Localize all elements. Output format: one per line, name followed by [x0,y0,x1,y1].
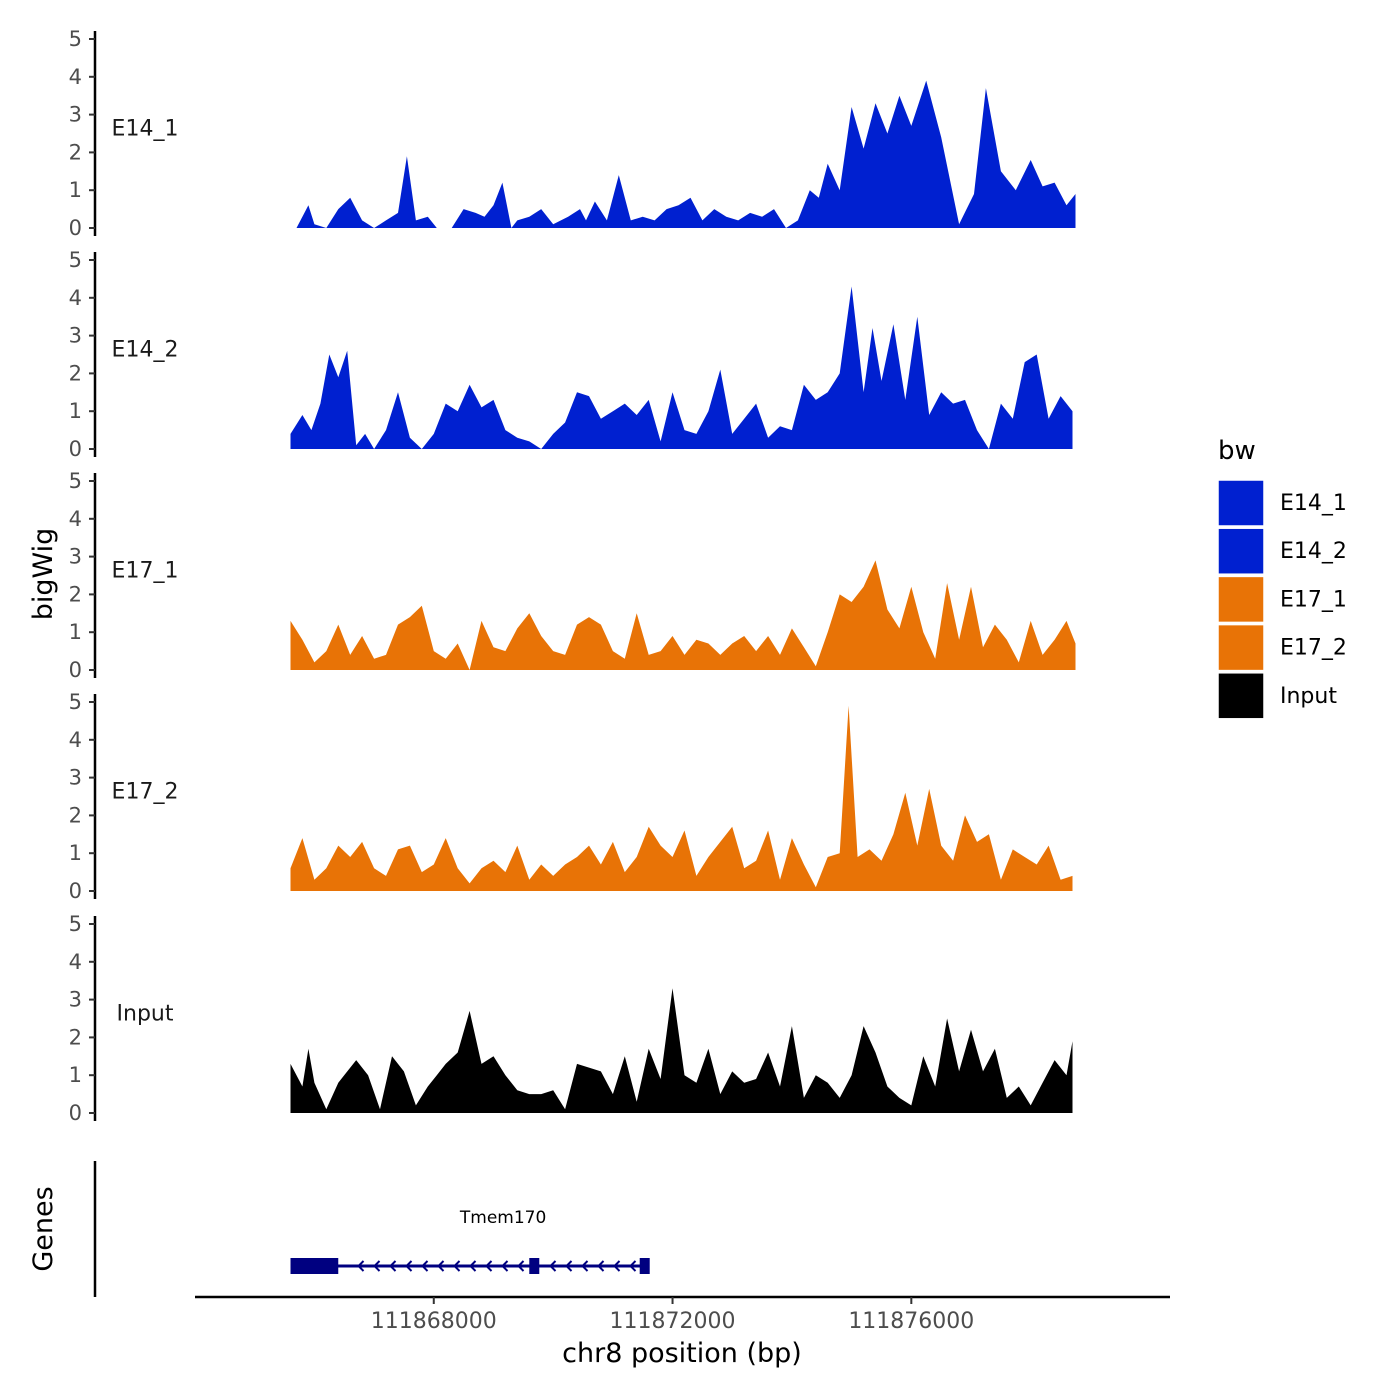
x-tick-label: 111872000 [610,1309,736,1334]
legend-entry-label: Input [1280,684,1337,709]
strand-arrow [469,1260,477,1272]
strand-arrow [597,1260,605,1272]
strand-arrow [485,1260,493,1272]
legend-swatch [1217,479,1265,527]
gene-exon [290,1258,339,1274]
y-tick-label: 0 [69,437,82,461]
y-tick-label: 5 [69,690,82,714]
y-tick-label: 0 [69,216,82,240]
coverage-area [290,560,1076,670]
coverage-area [290,286,1073,449]
gene-exon [529,1258,540,1274]
track-e17-2: 0 1 2 3 4 5 E17_2 [69,690,1073,903]
legend-entry-label: E14_1 [1280,491,1347,516]
y-tick-label: 3 [69,988,82,1012]
y-tick-label: 3 [69,545,82,569]
strand-arrow [613,1260,621,1272]
y-tick-label: 4 [69,286,82,310]
y-tick-label: 1 [69,841,82,865]
strand-arrow [437,1260,445,1272]
y-axis-title: bigWig [28,528,59,621]
y-tick-label: 4 [69,950,82,974]
gene-name-label: Tmem170 [459,1208,546,1228]
legend-swatch [1217,623,1265,672]
y-tick-label: 4 [69,507,82,531]
y-tick-label: 1 [69,620,82,644]
strand-arrow [453,1260,461,1272]
strand-arrow [421,1260,429,1272]
strand-arrow [357,1260,365,1272]
y-tick-label: 5 [69,27,82,51]
y-tick-label: 0 [69,879,82,903]
coverage-area [296,80,1076,228]
y-tick-label: 3 [69,766,82,790]
gene-tmem170: Tmem170 [290,1208,650,1274]
legend-entry-label: E14_2 [1280,539,1347,564]
y-tick-label: 3 [69,103,82,127]
y-tick-label: 3 [69,324,82,348]
y-tick-label: 0 [69,1101,82,1125]
x-tick-label: 111868000 [371,1309,497,1334]
y-tick-label: 2 [69,582,82,606]
strand-arrow [517,1260,525,1272]
genes-panel-title: Genes [28,1186,59,1271]
track-e14-2: 0 1 2 3 4 5 E14_2 [69,248,1073,461]
gene-exon [639,1258,650,1274]
track-label: E14_1 [112,116,179,141]
track-label: E17_1 [112,558,179,583]
strand-arrow [549,1260,557,1272]
strand-arrow [373,1260,381,1272]
y-tick-label: 2 [69,803,82,827]
coverage-tracks: 0 1 2 3 4 5 E14_1 0 1 2 3 4 5 E14_2 0 1 2 3 4 5 E17_1 0 1 2 3 4 5 E… [69,27,1076,1125]
track-label: E14_2 [112,337,179,362]
x-tick-label: 111876000 [848,1309,974,1334]
legend-title: bw [1218,436,1256,466]
track-label: E17_2 [112,779,179,804]
y-tick-label: 4 [69,65,82,89]
track-label: Input [117,1001,174,1026]
coverage-area [290,705,1073,891]
strand-arrow [565,1260,573,1272]
strand-arrow [629,1260,637,1272]
legend-entry-label: E17_2 [1280,636,1347,661]
x-axis: 111868000 111872000 111876000 [195,1295,1170,1334]
y-tick-label: 5 [69,469,82,493]
y-tick-label: 2 [69,1025,82,1049]
y-tick-label: 1 [69,399,82,423]
coverage-area [290,988,1073,1113]
y-tick-label: 5 [69,248,82,272]
legend-swatch [1217,672,1265,720]
track-e17-1: 0 1 2 3 4 5 E17_1 [69,469,1076,682]
y-tick-label: 1 [69,178,82,202]
y-tick-label: 1 [69,1063,82,1087]
legend-entry-label: E17_1 [1280,587,1347,612]
strand-arrow [501,1260,509,1272]
y-tick-label: 5 [69,912,82,936]
y-tick-label: 2 [69,361,82,385]
track-input: 0 1 2 3 4 5 Input [69,912,1073,1125]
x-axis-title: chr8 position (bp) [562,1338,802,1369]
legend: bw E14_1 E14_2 E17_1 E17_2 Input [1217,436,1347,720]
legend-swatch [1217,527,1265,575]
y-tick-label: 0 [69,658,82,682]
y-tick-label: 4 [69,728,82,752]
strand-arrow [389,1260,397,1272]
legend-swatch [1217,575,1265,624]
strand-arrow [581,1260,589,1272]
gene-annotation-panel: Tmem170 [93,1161,650,1297]
strand-arrow [405,1260,413,1272]
y-tick-label: 2 [69,140,82,164]
track-e14-1: 0 1 2 3 4 5 E14_1 [69,27,1076,240]
